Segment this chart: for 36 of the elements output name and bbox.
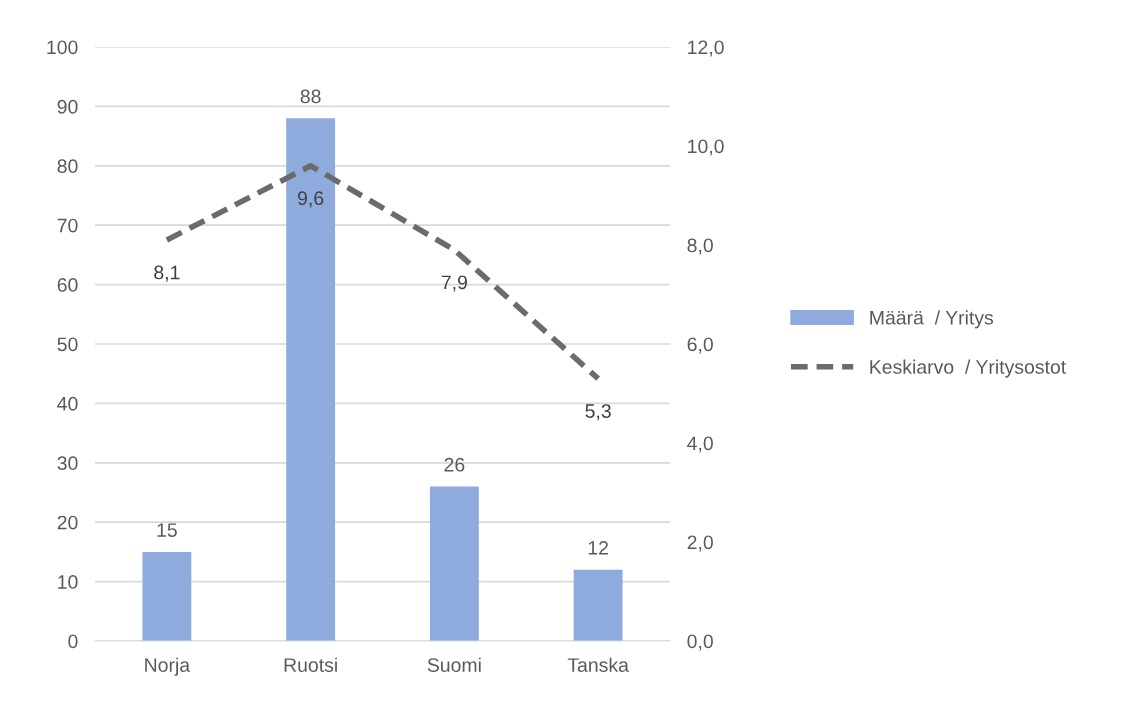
x-tick-label: Suomi xyxy=(427,657,481,672)
y-tick-label: 30 xyxy=(57,456,78,471)
x-tick-label: Tanska xyxy=(567,657,629,672)
legend-label: Keskiarvo / Yritysostot xyxy=(870,359,1067,378)
y2-tick-label: 8,0 xyxy=(687,238,713,255)
y-tick-label: 50 xyxy=(57,337,78,352)
y-tick-label: 60 xyxy=(57,278,78,292)
data-label: 88 xyxy=(300,89,321,104)
data-label: 8,1 xyxy=(154,265,180,282)
data-label: 9,6 xyxy=(298,191,324,208)
y-tick-label: 10 xyxy=(58,575,78,589)
data-label: 15 xyxy=(157,523,177,537)
y-tick-label: 100 xyxy=(47,40,78,55)
y2-tick-label: 4,0 xyxy=(687,436,713,453)
data-label: 7,9 xyxy=(441,275,467,292)
y2-tick-label: 0,0 xyxy=(687,634,713,651)
y-tick-label: 90 xyxy=(57,99,78,114)
data-label: 26 xyxy=(444,457,465,472)
bar xyxy=(142,551,192,641)
bar xyxy=(573,569,623,641)
bar xyxy=(286,118,336,641)
y-tick-label: 80 xyxy=(57,159,78,174)
y-tick-label: 20 xyxy=(57,515,78,530)
x-tick-label: Norja xyxy=(145,657,191,676)
data-label: 5,3 xyxy=(585,404,611,421)
bar xyxy=(429,486,479,641)
y-tick-label: 40 xyxy=(57,396,78,411)
legend-label: Määrä / Yritys xyxy=(870,310,994,329)
data-label: 12 xyxy=(588,541,608,555)
y2-tick-label: 2,0 xyxy=(687,535,713,552)
y-tick-label: 0 xyxy=(68,634,78,649)
y2-tick-label: 10,0 xyxy=(688,139,724,156)
y2-tick-label: 12,0 xyxy=(688,40,724,57)
x-tick-label: Ruotsi xyxy=(284,657,337,672)
y2-tick-label: 6,0 xyxy=(687,337,713,354)
y-tick-label: 70 xyxy=(57,218,78,233)
